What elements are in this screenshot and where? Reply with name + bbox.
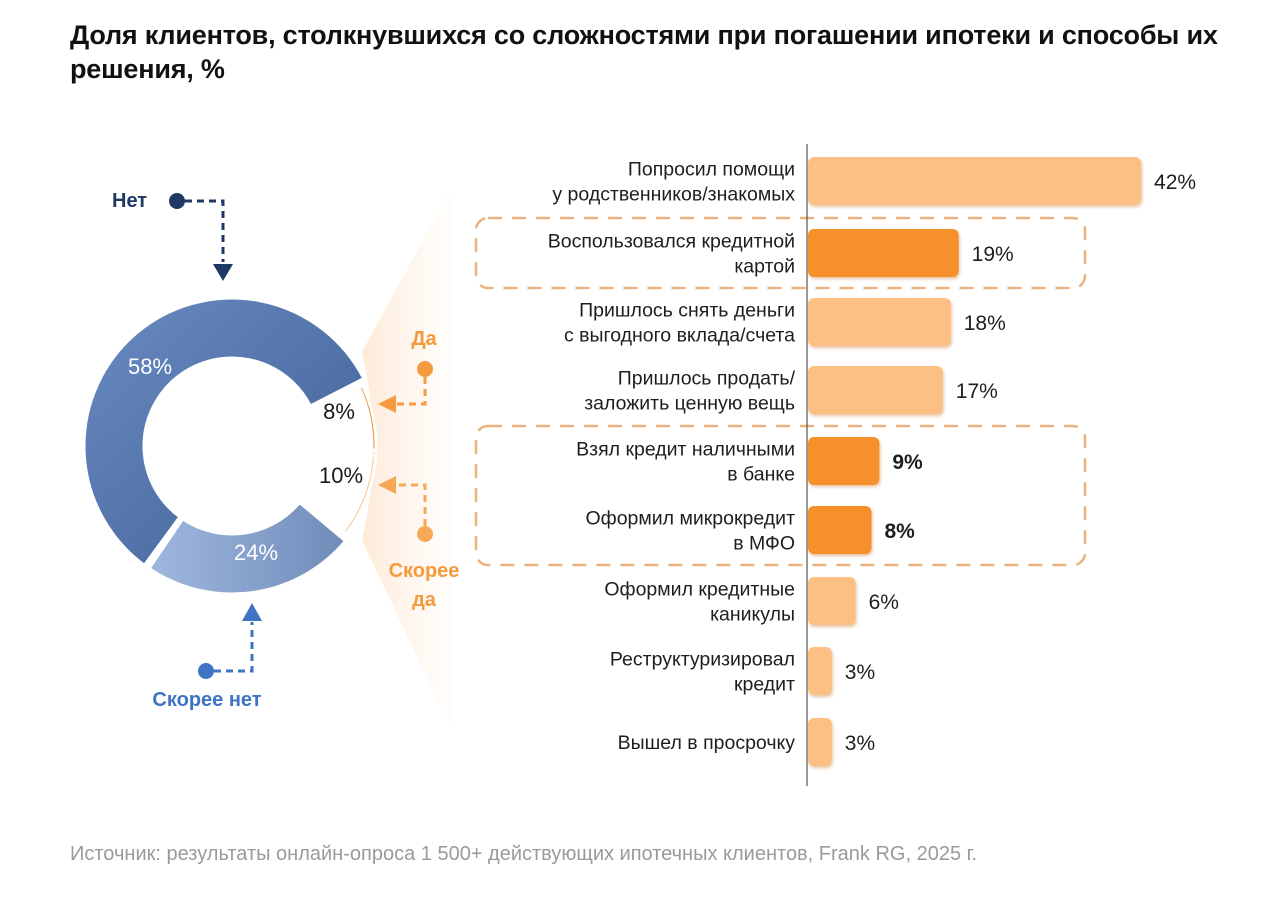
spotlight-highlight [362,188,452,730]
legend-dot-net [169,193,185,209]
bar-5 [808,437,880,485]
bar-value-label-8: 3% [845,661,875,684]
arrow-left-icon [378,476,396,494]
donut-chart: 8% 10% 24% 58% [82,296,378,596]
bar-category-line: Воспользовался кредитной [548,231,795,253]
chart-title: Доля клиентов, столкнувшихся со сложност… [70,20,1218,84]
donut-value-skoree-net: 24% [234,540,278,565]
bar-category-line: Оформил кредитные [604,579,795,601]
donut-slice-net [82,296,366,567]
bar-6 [808,506,872,554]
legend-label-skoree-da-line2: да [412,589,437,611]
bar-category-label-8: Реструктуризировал кредит [610,649,795,696]
bar-value-label-4: 17% [956,380,998,403]
source-note: Источник: результаты онлайн-опроса 1 500… [70,843,978,865]
bar-category-line: в банке [727,464,795,486]
bar-category-label-6: Оформил микрокредит в МФО [585,508,795,555]
bar-category-line: у родственников/знакомых [552,184,795,206]
bar-value-label-6: 8% [884,520,915,543]
bar-category-line: Взял кредит наличными [576,439,795,461]
legend-label-da: Да [411,328,437,350]
legend-dot-skoree-da [417,526,433,542]
bar-category-line: в МФО [733,533,795,555]
legend-connector-skoree-net [214,622,254,673]
bar-4 [808,366,943,414]
arrow-up-icon [242,603,262,621]
donut-slice-skoree-net [147,500,348,596]
bar-category-label-3: Пришлось снять деньги с выгодного вклада/… [564,300,795,347]
legend-label-skoree-da-line1: Скорее [389,560,460,582]
donut-legend: Нет Скорее нет Да Скорее да [112,190,459,711]
legend-connector-da [395,377,427,406]
legend-dot-da [417,361,433,377]
bar-category-line: Вышел в просрочку [618,732,796,754]
donut-value-net: 58% [128,354,172,379]
bar-category-line: каникулы [710,604,795,626]
bar-category-line: картой [734,256,795,278]
legend-label-skoree-net: Скорее нет [152,689,261,711]
bar-category-label-2: Воспользовался кредитной картой [548,231,795,278]
bar-value-label-7: 6% [869,591,899,614]
highlight-box-1 [474,216,1087,290]
bar-category-label-5: Взял кредит наличными в банке [576,439,795,486]
bar-category-line: кредит [734,674,795,696]
bar-category-line: Пришлось продать/ [618,368,796,390]
bar-category-label-9: Вышел в просрочку [618,732,796,754]
donut-slice-da [357,383,378,452]
bar-value-label-2: 19% [972,243,1014,266]
bar-1 [808,157,1142,205]
bar-category-line: заложить ценную вещь [584,393,795,415]
legend-connector-skoree-da [395,483,427,526]
spotlight-shape [362,188,452,730]
bar-category-line: Реструктуризировал [610,649,795,671]
bar-8 [808,647,832,695]
bar-category-line: Оформил микрокредит [585,508,795,530]
arrow-left-icon [378,395,396,413]
legend-connector-net [185,199,225,262]
highlight-box-2 [474,424,1087,567]
bar-category-label-7: Оформил кредитные каникулы [604,579,795,626]
donut-value-da: 8% [323,399,355,424]
bar-2 [808,229,959,277]
bar-category-line: с выгодного вклада/счета [564,325,795,347]
bar-3 [808,298,951,346]
bar-category-line: Попросил помощи [628,159,795,181]
donut-slice-skoree-da [341,454,378,536]
arrow-down-icon [213,264,233,281]
donut-value-skoree-da: 10% [319,463,363,488]
bar-category-label-4: Пришлось продать/заложить ценную вещь [584,368,795,415]
bar-category-label-1: Попросил помощи у родственников/знакомых [552,159,795,206]
highlight-boxes [474,216,1087,567]
bar-9 [808,718,832,766]
bar-chart: 42% Попросил помощи у родственников/знаком… [548,144,1196,786]
bar-value-label-5: 9% [892,451,923,474]
bar-value-label-3: 18% [964,312,1006,335]
bar-7 [808,577,856,625]
legend-dot-skoree-net [198,663,214,679]
bar-value-label-1: 42% [1154,171,1196,194]
legend-label-net: Нет [112,190,147,212]
bar-value-label-9: 3% [845,732,875,755]
bar-category-line: Пришлось снять деньги [579,300,795,322]
